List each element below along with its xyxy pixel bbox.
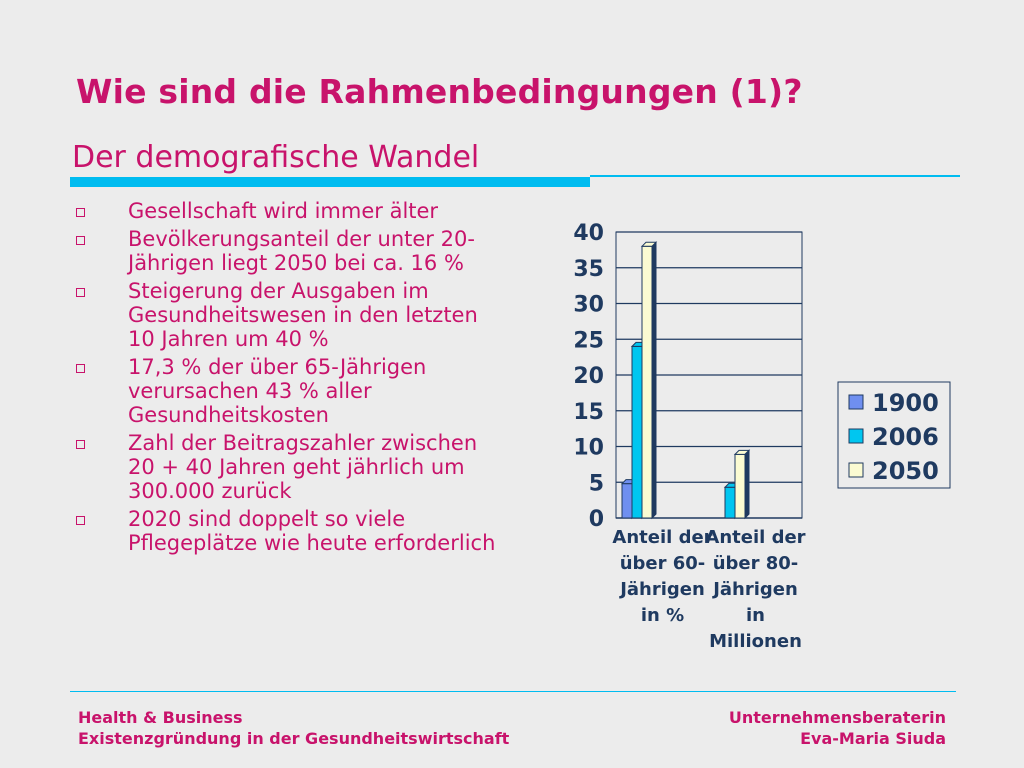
- y-tick-label: 10: [573, 436, 604, 461]
- bullet-item: Gesellschaft wird immer älter: [74, 199, 504, 223]
- y-tick-label: 30: [573, 293, 604, 318]
- footer-tagline: Existenzgründung in der Gesundheitswirts…: [78, 729, 510, 748]
- footer-author: Eva-Maria Siuda: [800, 729, 946, 748]
- bullet-item: Zahl der Beitragszahler zwischen 20 + 40…: [74, 431, 504, 503]
- bullet-item: 17,3 % der über 65-Jährigen verursachen …: [74, 355, 504, 427]
- bullet-text: Bevölkerungsanteil der unter 20-Jährigen…: [128, 227, 475, 275]
- x-category-label: Millionen: [709, 631, 802, 652]
- y-tick-label: 5: [589, 471, 604, 496]
- bar-1900: [621, 483, 633, 519]
- footer-right: Unternehmensberaterin Eva-Maria Siuda: [729, 707, 946, 749]
- x-category-label: in %: [641, 605, 684, 626]
- x-category-label: in: [746, 605, 765, 626]
- bar-2006: [631, 345, 643, 519]
- title-underline: [70, 177, 590, 187]
- bar-2050: [641, 245, 653, 519]
- x-category-label: über 60-: [620, 553, 706, 574]
- square-bullet-icon: [76, 236, 85, 245]
- bar-side-2050: [651, 241, 657, 520]
- legend-swatch-2006: [848, 428, 864, 444]
- x-category-label: Jährigen: [618, 579, 705, 600]
- y-tick-label: 15: [573, 400, 604, 425]
- y-tick-label: 25: [573, 328, 604, 353]
- bullet-text: Gesellschaft wird immer älter: [128, 199, 439, 223]
- legend-label: 1900: [872, 389, 939, 417]
- footer-left: Health & Business Existenzgründung in de…: [78, 707, 509, 749]
- footer-company: Health & Business: [78, 708, 243, 727]
- bar-2050: [734, 453, 746, 519]
- footer-divider: [70, 691, 956, 692]
- x-category-label: Jährigen: [711, 579, 798, 600]
- slide-title: Wie sind die Rahmenbedingungen (1)?: [76, 72, 803, 111]
- bar-2006: [724, 486, 736, 519]
- square-bullet-icon: [76, 516, 85, 525]
- y-tick-label: 0: [589, 507, 604, 532]
- square-bullet-icon: [76, 208, 85, 217]
- square-bullet-icon: [76, 440, 85, 449]
- slide-subtitle: Der demografische Wandel: [72, 140, 480, 175]
- legend-swatch-1900: [848, 394, 864, 410]
- legend-swatch-2050: [848, 462, 864, 478]
- bullet-text: 17,3 % der über 65-Jährigen verursachen …: [128, 355, 427, 427]
- square-bullet-icon: [76, 288, 85, 297]
- bullet-text: Zahl der Beitragszahler zwischen 20 + 40…: [128, 431, 478, 503]
- x-category-label: Anteil der: [705, 527, 805, 548]
- square-bullet-icon: [76, 364, 85, 373]
- bullet-text: Steigerung der Ausgaben im Gesundheitswe…: [128, 279, 478, 351]
- bar-side-2050: [744, 449, 750, 520]
- y-tick-label: 35: [573, 257, 604, 282]
- footer-role: Unternehmensberaterin: [728, 708, 946, 727]
- bullet-item: Steigerung der Ausgaben im Gesundheitswe…: [74, 279, 504, 351]
- x-category-label: Anteil der: [612, 527, 712, 548]
- x-category-label: über 80-: [713, 553, 799, 574]
- title-underline-thin: [590, 175, 960, 177]
- bullet-item: 2020 sind doppelt so viele Pflegeplätze …: [74, 507, 504, 555]
- y-tick-label: 20: [573, 364, 604, 389]
- bullet-item: Bevölkerungsanteil der unter 20-Jährigen…: [74, 227, 504, 275]
- bullet-text: 2020 sind doppelt so viele Pflegeplätze …: [128, 507, 496, 555]
- bullet-list: Gesellschaft wird immer älter Bevölkerun…: [74, 199, 504, 559]
- legend-label: 2006: [872, 423, 939, 451]
- y-tick-label: 40: [573, 221, 604, 246]
- legend-label: 2050: [872, 457, 939, 485]
